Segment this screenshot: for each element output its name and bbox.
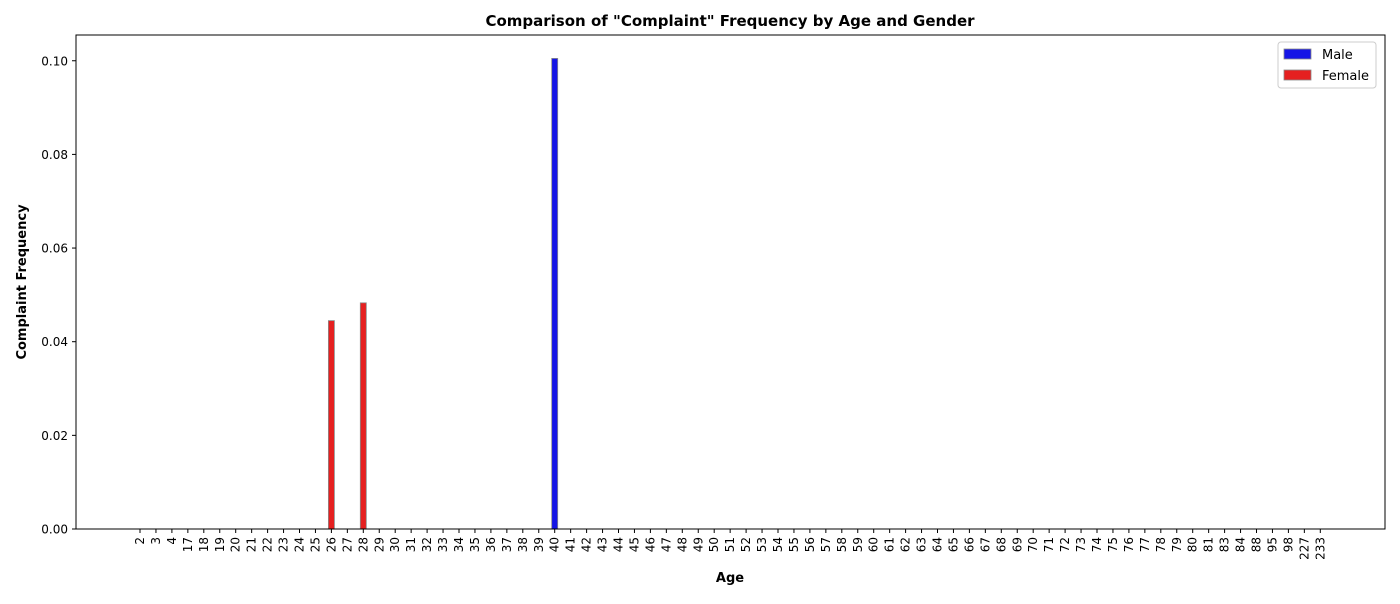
x-tick-label: 22 bbox=[261, 537, 275, 552]
x-tick-label: 40 bbox=[548, 537, 562, 552]
x-tick-label: 17 bbox=[181, 537, 195, 552]
y-tick-label: 0.04 bbox=[41, 335, 68, 349]
x-tick-label: 81 bbox=[1202, 537, 1216, 552]
x-tick-label: 27 bbox=[340, 537, 354, 552]
x-tick-label: 31 bbox=[404, 537, 418, 552]
x-tick-label: 78 bbox=[1154, 537, 1168, 552]
x-tick-label: 37 bbox=[500, 537, 514, 552]
x-tick-label: 53 bbox=[755, 537, 769, 552]
x-tick-label: 43 bbox=[596, 537, 610, 552]
bar-male-40 bbox=[551, 58, 559, 530]
x-tick-label: 4 bbox=[165, 537, 179, 545]
x-tick-label: 66 bbox=[962, 537, 976, 552]
bar-female-26 bbox=[327, 320, 335, 530]
x-tick-label: 59 bbox=[851, 537, 865, 552]
x-tick-label: 48 bbox=[675, 537, 689, 552]
x-tick-label: 75 bbox=[1106, 537, 1120, 552]
x-tick-label: 34 bbox=[452, 537, 466, 552]
x-tick-label: 74 bbox=[1090, 537, 1104, 552]
y-axis: 0.00 0.02 0.04 0.06 0.08 0.10 bbox=[41, 54, 76, 537]
x-tick-label: 84 bbox=[1234, 537, 1248, 552]
x-tick-label: 33 bbox=[436, 537, 450, 552]
x-tick-label: 30 bbox=[388, 537, 402, 552]
x-tick-label: 50 bbox=[707, 537, 721, 552]
x-tick-label: 45 bbox=[627, 537, 641, 552]
x-axis-label: Age bbox=[716, 571, 744, 586]
x-tick-label: 52 bbox=[739, 537, 753, 552]
legend: Male Female bbox=[1277, 41, 1377, 89]
x-tick-label: 76 bbox=[1122, 537, 1136, 552]
x-tick-label: 70 bbox=[1026, 537, 1040, 552]
x-tick-label: 44 bbox=[612, 537, 626, 552]
x-tick-label: 98 bbox=[1281, 537, 1295, 552]
legend-label-male: Male bbox=[1322, 48, 1353, 63]
x-tick-label: 67 bbox=[978, 537, 992, 552]
x-tick-label: 20 bbox=[229, 537, 243, 552]
x-tick-label: 56 bbox=[803, 537, 817, 552]
x-tick-label: 29 bbox=[372, 537, 386, 552]
x-tick-label: 32 bbox=[420, 537, 434, 552]
x-tick-label: 60 bbox=[867, 537, 881, 552]
x-tick-label: 38 bbox=[516, 537, 530, 552]
x-tick-label: 18 bbox=[197, 537, 211, 552]
x-tick-label: 28 bbox=[356, 537, 370, 552]
x-tick-label: 36 bbox=[484, 537, 498, 552]
y-axis-label: Complaint Frequency bbox=[15, 204, 30, 360]
y-tick-label: 0.06 bbox=[41, 242, 68, 256]
y-tick-label: 0.08 bbox=[41, 148, 68, 162]
x-tick-label: 24 bbox=[293, 537, 307, 552]
x-tick-label: 77 bbox=[1138, 537, 1152, 552]
legend-swatch-female bbox=[1283, 69, 1312, 81]
x-tick-label: 39 bbox=[532, 537, 546, 552]
x-tick-label: 80 bbox=[1186, 537, 1200, 552]
x-tick-label: 55 bbox=[787, 537, 801, 552]
x-tick-label: 79 bbox=[1170, 537, 1184, 552]
x-tick-label: 83 bbox=[1218, 537, 1232, 552]
x-tick-label: 57 bbox=[819, 537, 833, 552]
x-tick-label: 71 bbox=[1042, 537, 1056, 552]
chart-title: Comparison of "Complaint" Frequency by A… bbox=[485, 12, 975, 30]
legend-swatch-male bbox=[1283, 48, 1312, 60]
x-tick-label: 41 bbox=[564, 537, 578, 552]
x-tick-label: 42 bbox=[580, 537, 594, 552]
y-tick-label: 0.00 bbox=[41, 523, 68, 537]
x-tick-label: 233 bbox=[1313, 537, 1327, 560]
x-tick-label: 63 bbox=[915, 537, 929, 552]
y-tick-label: 0.02 bbox=[41, 429, 68, 443]
x-tick-label: 64 bbox=[931, 537, 945, 552]
x-tick-label: 88 bbox=[1250, 537, 1264, 552]
x-tick-label: 26 bbox=[324, 537, 338, 552]
x-tick-label: 47 bbox=[659, 537, 673, 552]
x-tick-label: 69 bbox=[1010, 537, 1024, 552]
x-tick-label: 21 bbox=[245, 537, 259, 552]
x-tick-label: 61 bbox=[883, 537, 897, 552]
plot-area bbox=[75, 34, 1386, 530]
legend-label-female: Female bbox=[1322, 69, 1369, 84]
x-tick-label: 95 bbox=[1265, 537, 1279, 552]
plot-frame bbox=[75, 34, 1386, 530]
x-axis: 2 3 4 17 18 19 20 21 22 23 24 25 26 27 28 29 30 31 32 33 34 3… bbox=[133, 529, 1327, 560]
x-tick-label: 46 bbox=[643, 537, 657, 552]
x-tick-label: 72 bbox=[1058, 537, 1072, 552]
x-tick-label: 62 bbox=[899, 537, 913, 552]
x-tick-label: 49 bbox=[691, 537, 705, 552]
x-tick-label: 68 bbox=[994, 537, 1008, 552]
x-tick-label: 19 bbox=[213, 537, 227, 552]
x-tick-label: 3 bbox=[149, 537, 163, 545]
x-tick-label: 65 bbox=[946, 537, 960, 552]
x-tick-label: 58 bbox=[835, 537, 849, 552]
bar-female-28 bbox=[359, 302, 367, 530]
x-tick-label: 227 bbox=[1297, 537, 1311, 560]
y-tick-label: 0.10 bbox=[41, 54, 68, 68]
x-tick-label: 51 bbox=[723, 537, 737, 552]
x-tick-label: 54 bbox=[771, 537, 785, 552]
x-tick-label: 25 bbox=[308, 537, 322, 552]
x-tick-label: 23 bbox=[277, 537, 291, 552]
x-tick-label: 35 bbox=[468, 537, 482, 552]
x-tick-label: 73 bbox=[1074, 537, 1088, 552]
x-tick-label: 2 bbox=[133, 537, 147, 545]
